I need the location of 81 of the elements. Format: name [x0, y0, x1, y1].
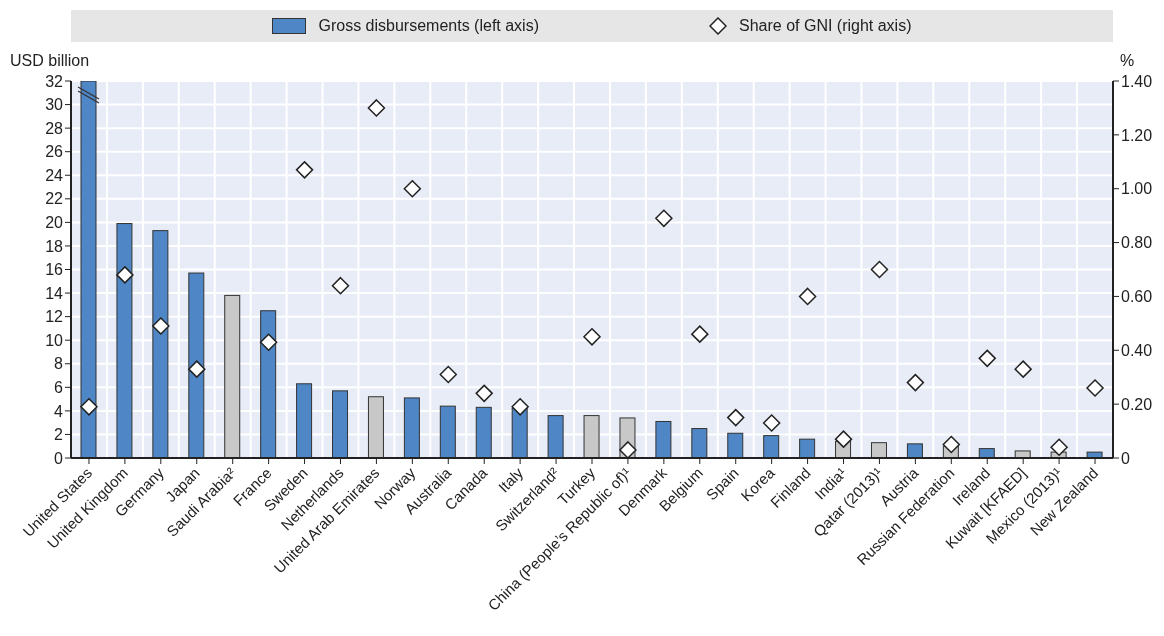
y2-tick-label: 1.20	[1121, 126, 1153, 144]
point	[331, 276, 350, 295]
y-tick-label: 18	[45, 237, 64, 255]
bar	[655, 420, 672, 458]
point	[619, 441, 637, 458]
bar	[188, 272, 205, 458]
point	[367, 99, 386, 117]
y-tick-label: 32	[45, 72, 64, 90]
point	[762, 414, 781, 432]
bar	[763, 435, 780, 458]
bar	[332, 390, 349, 458]
point	[1014, 360, 1032, 378]
bar	[224, 294, 241, 458]
bar	[152, 230, 169, 458]
y2-tick-label: 1.00	[1121, 180, 1153, 198]
y-tick-label: 10	[45, 331, 64, 349]
point	[152, 317, 170, 335]
y2-tick-label: 0.40	[1121, 341, 1153, 359]
point	[439, 365, 458, 384]
y-tick-label: 8	[54, 355, 64, 373]
point	[978, 349, 996, 368]
y-tick-label: 28	[45, 119, 64, 137]
bar	[547, 415, 564, 458]
bar	[367, 396, 384, 458]
y2-tick-label: 0.20	[1121, 395, 1153, 413]
point	[1086, 379, 1104, 397]
y2-tick-label: 0.80	[1121, 234, 1153, 252]
point	[511, 398, 529, 416]
point	[80, 398, 98, 416]
bar	[116, 223, 133, 458]
point	[116, 266, 134, 284]
bar	[475, 406, 492, 458]
point	[942, 435, 961, 454]
point	[906, 373, 925, 392]
y-tick-label: 30	[45, 96, 64, 114]
y-tick-label: 12	[45, 308, 64, 326]
bar	[906, 443, 923, 458]
point	[726, 408, 745, 427]
y-tick-label: 24	[45, 166, 64, 184]
legend-label: Gross disbursements (left axis)	[318, 17, 539, 35]
bar	[691, 428, 708, 458]
point	[403, 179, 422, 198]
y-tick-label: 22	[45, 190, 64, 208]
bar	[1014, 450, 1031, 458]
bar	[439, 405, 456, 458]
bar	[978, 448, 995, 458]
point	[1050, 438, 1068, 456]
point	[475, 384, 493, 403]
y-tick-label: 0	[54, 449, 64, 467]
bar	[799, 438, 816, 458]
point	[798, 287, 817, 306]
point	[583, 328, 601, 346]
y-tick-label: 20	[45, 214, 64, 232]
point	[188, 360, 206, 378]
y-tick-label: 26	[45, 143, 64, 161]
y-axis-title: USD billion	[10, 52, 90, 70]
y2-tick-label: 0.60	[1121, 288, 1153, 306]
point	[295, 161, 314, 179]
bar	[296, 383, 313, 458]
y-tick-label: 2	[54, 426, 64, 444]
bar	[80, 81, 97, 458]
legend-label: Share of GNI (right axis)	[739, 17, 912, 35]
y2-axis-title: %	[1120, 52, 1135, 70]
point	[870, 260, 889, 279]
y-tick-label: 4	[54, 402, 64, 420]
bar	[583, 415, 600, 458]
bar	[870, 442, 887, 458]
point	[259, 333, 278, 351]
y-tick-label: 14	[45, 284, 64, 302]
y-tick-label: 16	[45, 261, 64, 279]
bar	[1086, 451, 1103, 458]
y2-tick-label: 1.40	[1121, 72, 1153, 90]
point	[655, 209, 673, 228]
bar	[727, 432, 744, 458]
bar	[403, 397, 420, 458]
point	[834, 430, 853, 448]
bar	[260, 310, 277, 458]
bar	[511, 408, 528, 458]
y-tick-label: 6	[54, 378, 64, 396]
point	[691, 325, 709, 343]
y2-tick-label: 0	[1121, 449, 1130, 467]
